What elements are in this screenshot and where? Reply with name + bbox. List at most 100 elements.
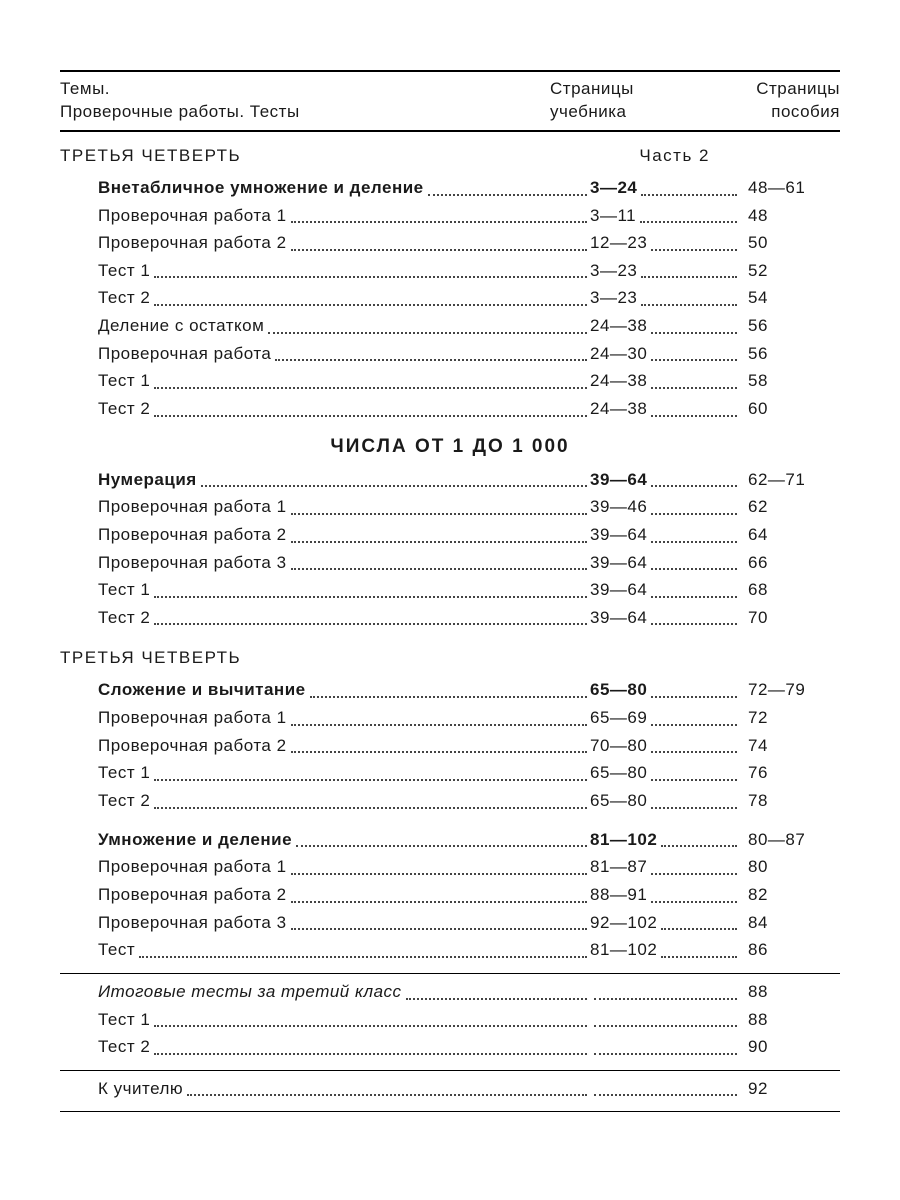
entry-title-cell: Проверочная работа 2	[60, 523, 590, 548]
entry-title: Тест 2	[98, 397, 150, 422]
header-col-topics: Темы. Проверочные работы. Тесты	[60, 78, 550, 124]
entry-textbook-pages: 92—102	[590, 911, 657, 936]
entry-title: Проверочная работа 1	[98, 855, 287, 880]
entry-workbook-pages: 48—61	[740, 176, 840, 201]
entry-textbook-pages: 39—46	[590, 495, 647, 520]
toc-section-numeration: Нумерация39—6462—71Проверочная работа 13…	[60, 468, 840, 631]
entry-title-cell: Тест 2	[60, 606, 590, 631]
leader-dots	[291, 513, 587, 515]
entry-workbook-pages: 62—71	[740, 468, 840, 493]
entry-title-cell: Тест 2	[60, 789, 590, 814]
entry-title: Тест 1	[98, 369, 150, 394]
header-line: учебника	[550, 101, 710, 124]
divider	[60, 1111, 840, 1112]
toc-entry-teacher: К учителю 92	[60, 1077, 840, 1102]
leader-dots	[651, 596, 737, 598]
entry-title-cell: Тест 1	[60, 1008, 590, 1033]
leader-dots	[154, 415, 587, 417]
toc-entry: Тест 1 65—8076	[60, 761, 840, 786]
entry-title: Тест 1	[98, 578, 150, 603]
entry-workbook-pages: 52	[740, 259, 840, 284]
entry-textbook-pages-cell: 65—80	[590, 761, 740, 786]
entry-title-cell: Проверочная работа 2	[60, 883, 590, 908]
entry-title-cell: Проверочная работа 1	[60, 495, 590, 520]
quarter-heading: ТРЕТЬЯ ЧЕТВЕРТЬ	[60, 648, 840, 668]
leader-dots	[651, 779, 737, 781]
entry-title: К учителю	[98, 1077, 183, 1102]
toc-entry: Проверочная работа 13—1148	[60, 204, 840, 229]
entry-title: Проверочная работа 2	[98, 734, 287, 759]
entry-textbook-pages: 24—30	[590, 342, 647, 367]
entry-textbook-pages-cell: 65—80	[590, 789, 740, 814]
leader-dots	[154, 304, 587, 306]
entry-textbook-pages: 65—80	[590, 789, 647, 814]
leader-dots	[154, 276, 587, 278]
leader-dots	[291, 541, 587, 543]
entry-textbook-pages: 3—24	[590, 176, 637, 201]
leader-dots	[651, 513, 737, 515]
leader-dots	[291, 221, 587, 223]
entry-textbook-pages-cell: 65—80	[590, 678, 740, 703]
entry-textbook-pages-cell: 39—64	[590, 578, 740, 603]
entry-workbook-pages: 80—87	[740, 828, 840, 853]
range-heading: ЧИСЛА ОТ 1 ДО 1 000	[60, 436, 840, 458]
entry-title-cell: Проверочная работа 2	[60, 734, 590, 759]
entry-workbook-pages: 56	[740, 314, 840, 339]
entry-textbook-pages: 39—64	[590, 468, 647, 493]
leader-dots	[154, 623, 587, 625]
toc-entry: Проверочная работа 339—6466	[60, 551, 840, 576]
header-line: Темы.	[60, 78, 550, 101]
leader-dots	[406, 998, 587, 1000]
toc-entry: Тест 139—6468	[60, 578, 840, 603]
toc-entry: Деление с остатком24—3856	[60, 314, 840, 339]
leader-dots	[651, 807, 737, 809]
entry-workbook-pages: 48	[740, 204, 840, 229]
leader-dots	[275, 359, 587, 361]
leader-dots	[651, 901, 737, 903]
entry-title-cell: Сложение и вычитание	[60, 678, 590, 703]
divider	[60, 973, 840, 974]
entry-workbook-pages: 72	[740, 706, 840, 731]
entry-workbook-pages: 76	[740, 761, 840, 786]
toc-section-head: Умножение и деление81—10280—87	[60, 828, 840, 853]
entry-title: Деление с остатком	[98, 314, 264, 339]
entry-workbook-pages: 58	[740, 369, 840, 394]
entry-title-cell: Проверочная работа 1	[60, 706, 590, 731]
header-line: Страницы	[550, 78, 710, 101]
entry-title: Проверочная работа 2	[98, 231, 287, 256]
leader-dots	[651, 623, 737, 625]
entry-textbook-pages-cell: 39—64	[590, 606, 740, 631]
entry-textbook-pages-cell: 92—102	[590, 911, 740, 936]
entry-title-cell: Проверочная работа	[60, 342, 590, 367]
toc-page: Темы. Проверочные работы. Тесты Страницы…	[60, 70, 840, 1112]
entry-textbook-pages: 65—80	[590, 678, 647, 703]
entry-title-cell: Проверочная работа 1	[60, 204, 590, 229]
entry-title: Тест 1	[98, 761, 150, 786]
toc-entry: Проверочная работа 392—10284	[60, 911, 840, 936]
entry-title-cell: Проверочная работа 3	[60, 551, 590, 576]
entry-title: Внетабличное умножение и деление	[98, 176, 424, 201]
leader-dots	[291, 751, 587, 753]
toc-section-addition-subtraction: Сложение и вычитание65—8072—79Проверочна…	[60, 678, 840, 813]
toc-section-head: Нумерация39—6462—71	[60, 468, 840, 493]
toc-entry: К учителю 92	[60, 1077, 840, 1102]
toc-entry: Тест81—10286	[60, 938, 840, 963]
toc-entry: Проверочная работа 212—2350	[60, 231, 840, 256]
entry-textbook-pages-cell: 81—102	[590, 938, 740, 963]
leader-dots	[651, 873, 737, 875]
entry-textbook-pages: 39—64	[590, 523, 647, 548]
toc-entry: Тест 265—8078	[60, 789, 840, 814]
leader-dots	[594, 1025, 737, 1027]
entry-title-cell: Тест 2	[60, 286, 590, 311]
entry-workbook-pages: 92	[740, 1077, 840, 1102]
entry-title-cell: Тест 1	[60, 578, 590, 603]
leader-dots	[651, 568, 737, 570]
entry-title-cell: Внетабличное умножение и деление	[60, 176, 590, 201]
entry-textbook-pages-cell: 24—38	[590, 369, 740, 394]
entry-textbook-pages: 88—91	[590, 883, 647, 908]
entry-textbook-pages-cell: 3—23	[590, 286, 740, 311]
leader-dots	[651, 249, 737, 251]
leader-dots	[651, 724, 737, 726]
leader-dots	[296, 845, 587, 847]
entry-textbook-pages: 39—64	[590, 578, 647, 603]
